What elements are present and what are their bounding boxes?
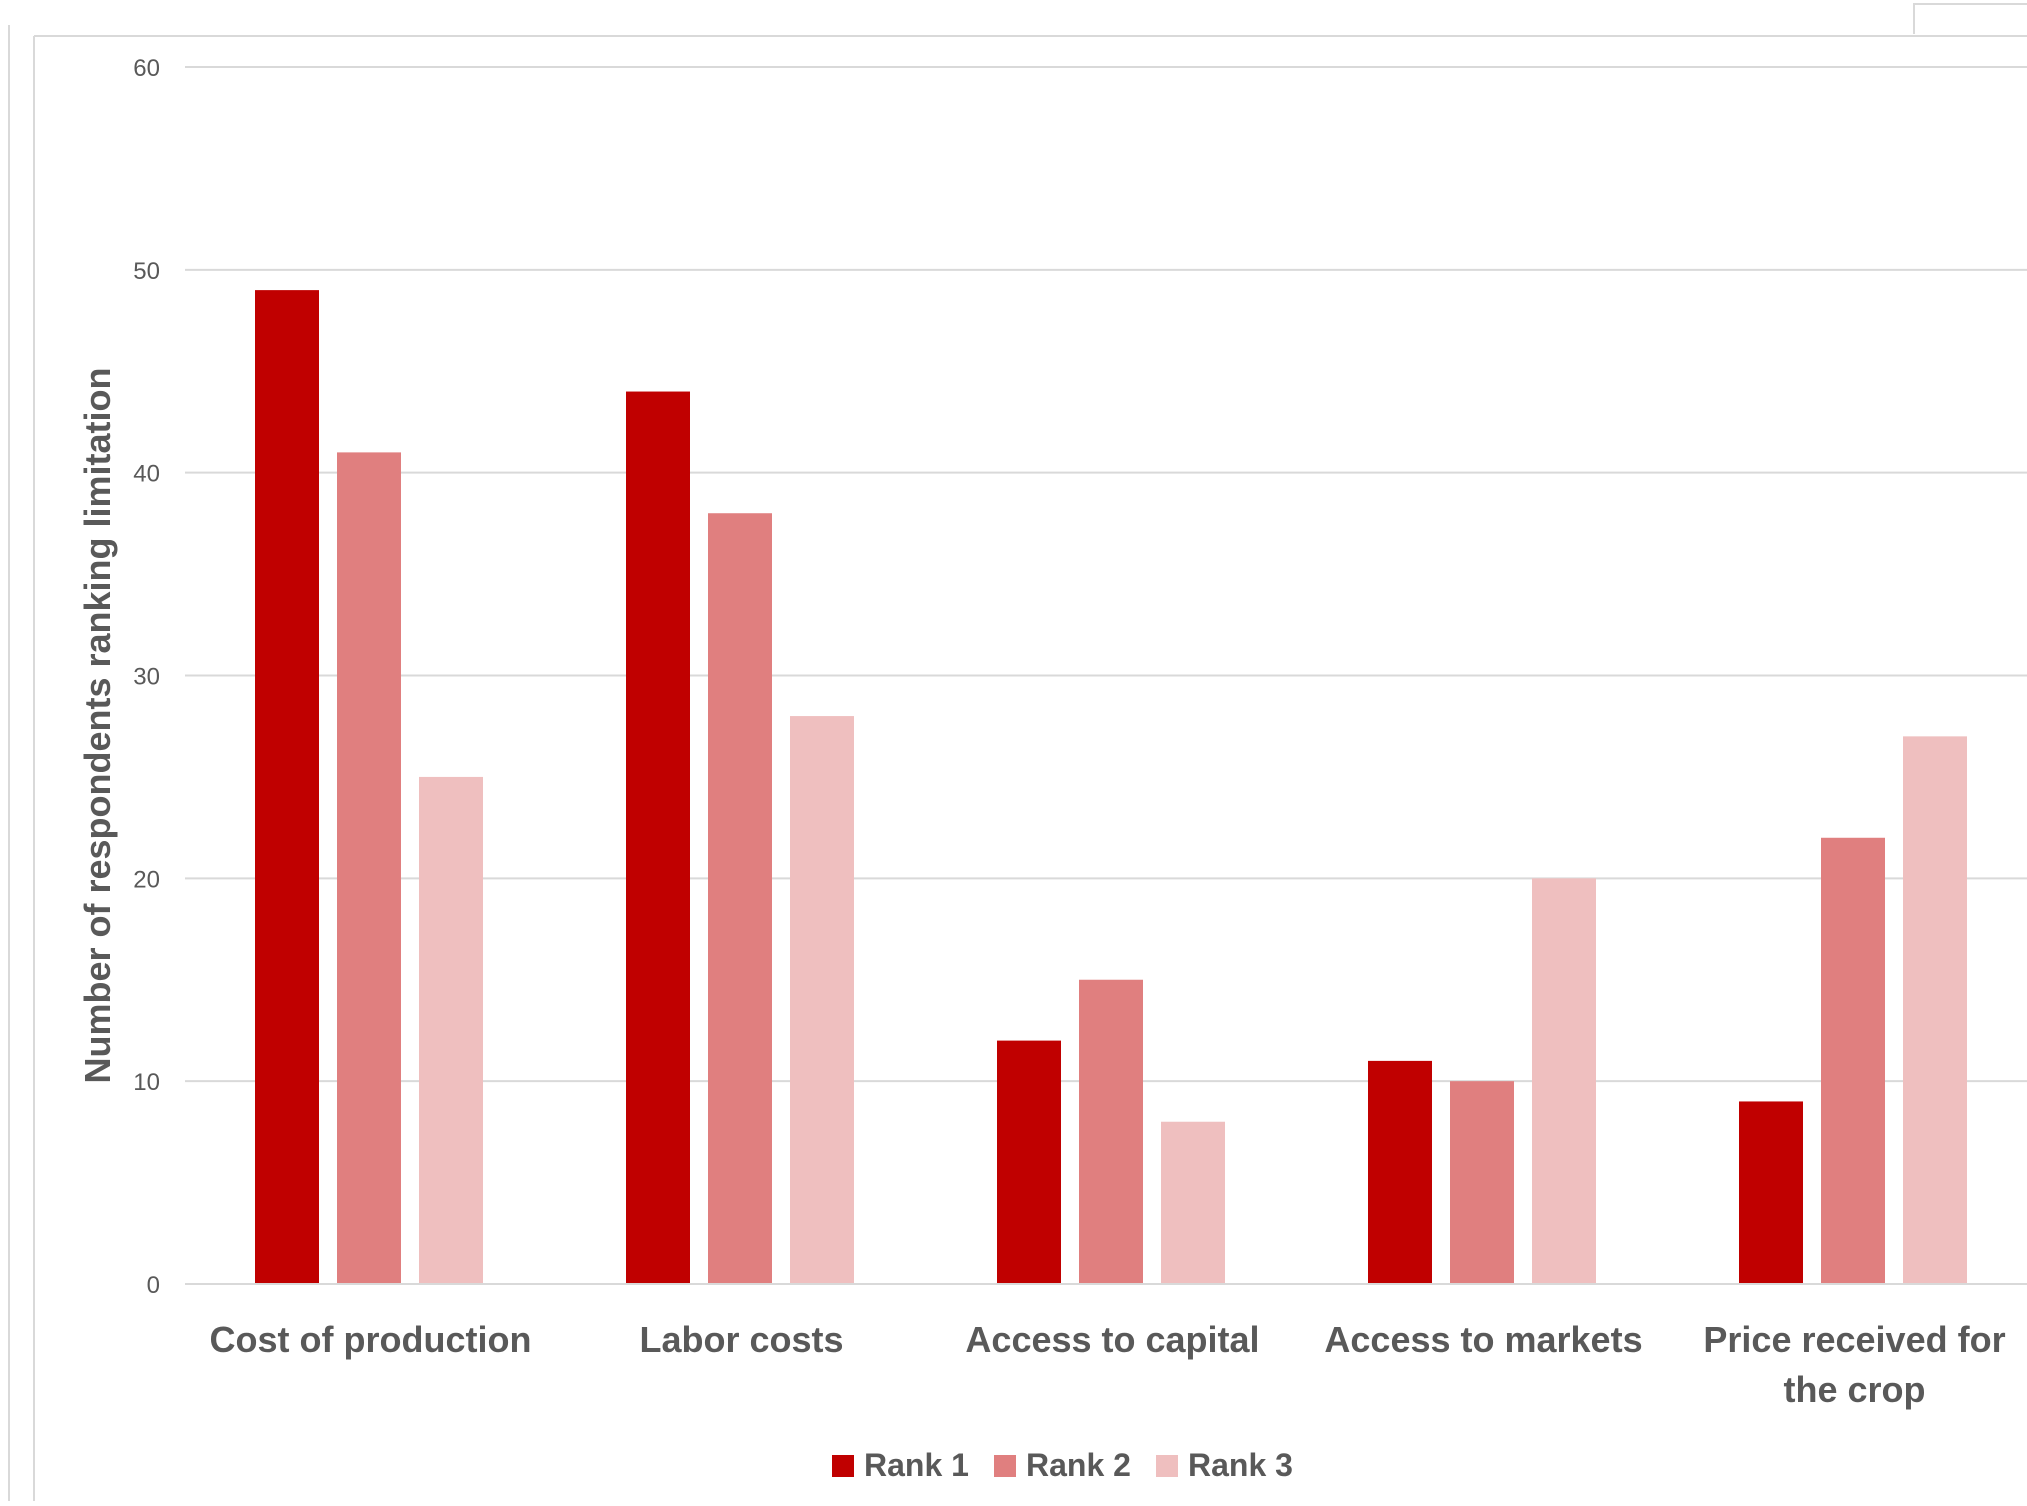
x-category-label: Access to markets xyxy=(1324,1319,1642,1360)
legend-label: Rank 2 xyxy=(1026,1447,1131,1483)
y-tick-label: 40 xyxy=(133,461,160,488)
bar-rank-3 xyxy=(1532,878,1596,1284)
bar-rank-1 xyxy=(255,290,319,1284)
y-tick-label: 60 xyxy=(133,55,160,82)
bar-rank-1 xyxy=(1368,1060,1432,1284)
x-category-label: Price received for xyxy=(1703,1319,2005,1360)
bar-rank-2 xyxy=(1079,979,1143,1284)
x-category-label: the crop xyxy=(1783,1369,1925,1410)
y-tick-label: 30 xyxy=(133,664,160,691)
legend: Rank 1 Rank 2 Rank 3 xyxy=(832,1447,1293,1483)
bar-rank-2 xyxy=(337,452,401,1285)
bar-rank-3 xyxy=(419,776,483,1284)
bar-rank-1 xyxy=(1739,1101,1803,1284)
legend-label: Rank 3 xyxy=(1188,1447,1293,1483)
legend-swatch xyxy=(1156,1455,1178,1477)
y-tick-label: 0 xyxy=(147,1272,160,1299)
y-axis-title: Number of respondents ranking limitation xyxy=(77,367,118,1083)
x-axis-categories: Cost of production Labor costs Access to c… xyxy=(210,1319,2006,1410)
bar-rank-3 xyxy=(1161,1121,1225,1284)
partial-element-top-right xyxy=(1913,3,2027,34)
legend-swatch xyxy=(832,1455,854,1477)
x-category-label: Cost of production xyxy=(210,1319,532,1360)
gridlines xyxy=(185,66,2027,1083)
y-tick-label: 50 xyxy=(133,258,160,285)
legend-swatch xyxy=(994,1455,1016,1477)
bar-rank-2 xyxy=(1821,837,1885,1284)
y-axis-ticks: 0 10 20 30 40 50 60 xyxy=(133,55,160,1299)
bar-rank-1 xyxy=(997,1040,1061,1284)
bar-rank-1 xyxy=(626,391,690,1284)
bar-rank-3 xyxy=(1903,736,1967,1284)
x-category-label: Access to capital xyxy=(965,1319,1259,1360)
x-category-label: Labor costs xyxy=(639,1319,843,1360)
bar-rank-2 xyxy=(708,513,772,1284)
y-tick-label: 20 xyxy=(133,866,160,893)
bar-rank-2 xyxy=(1450,1081,1514,1284)
y-tick-label: 10 xyxy=(133,1069,160,1096)
legend-label: Rank 1 xyxy=(864,1447,969,1483)
bar-rank-3 xyxy=(790,716,854,1284)
bars xyxy=(255,290,1967,1285)
